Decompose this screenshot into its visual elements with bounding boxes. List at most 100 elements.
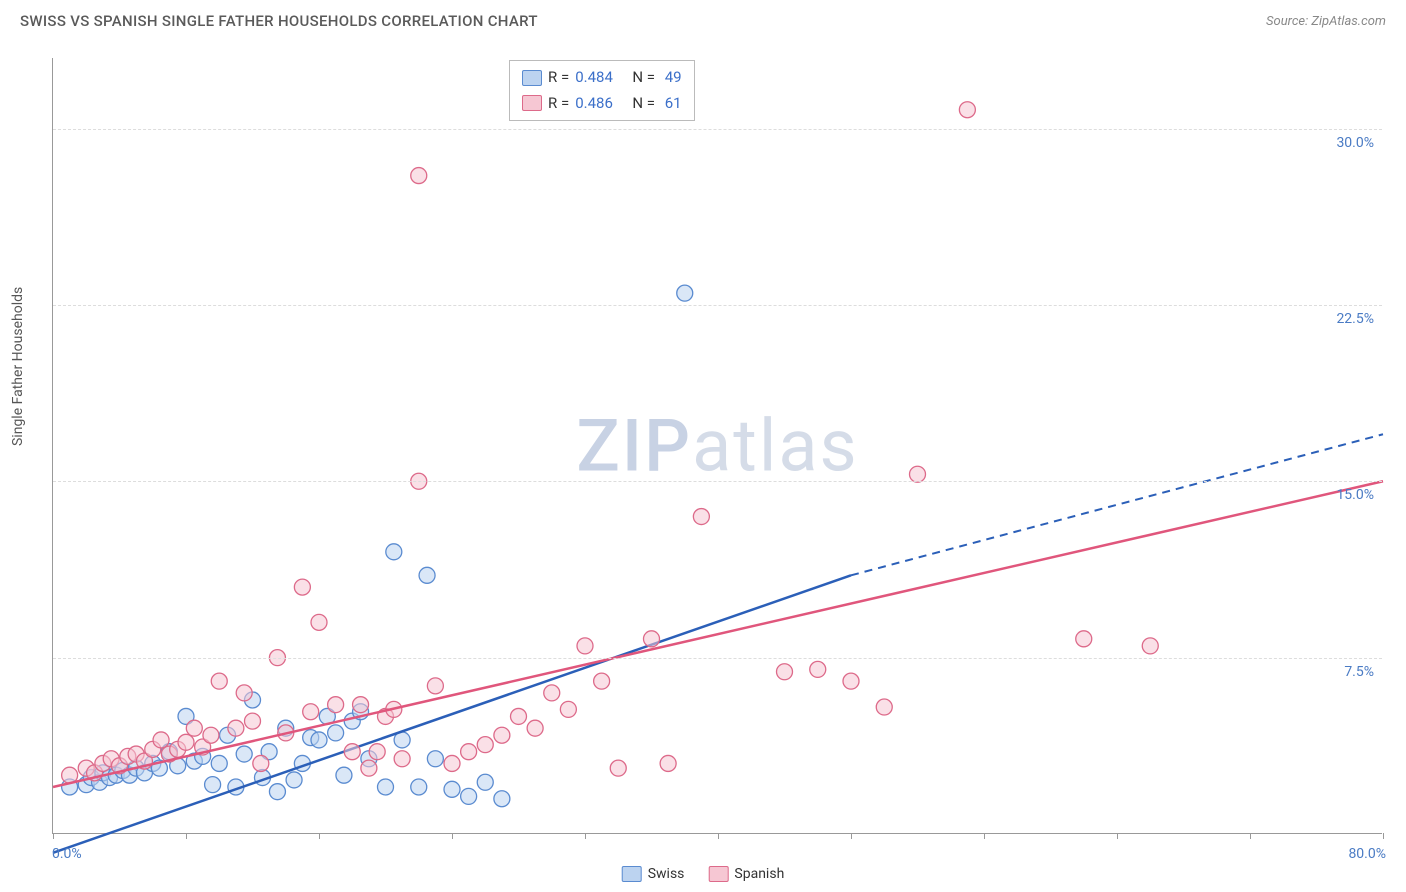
scatter-point: [369, 744, 385, 760]
trend-line: [53, 575, 851, 852]
bottom-legend: Swiss Spanish: [622, 866, 785, 882]
scatter-point: [494, 727, 510, 743]
x-tick: [452, 833, 453, 839]
gridline: [53, 658, 1382, 659]
scatter-point: [427, 751, 443, 767]
scatter-point: [1076, 631, 1092, 647]
scatter-point: [594, 673, 610, 689]
x-tick: [585, 833, 586, 839]
scatter-point: [211, 755, 227, 771]
y-tick-label: 15.0%: [1336, 487, 1374, 503]
scatter-point: [186, 720, 202, 736]
scatter-point: [843, 673, 859, 689]
scatter-point: [644, 631, 660, 647]
scatter-point: [610, 760, 626, 776]
y-tick-label: 22.5%: [1336, 311, 1374, 327]
stats-row: R = 0.484 N = 49: [522, 65, 682, 91]
chart-title: SWISS VS SPANISH SINGLE FATHER HOUSEHOLD…: [20, 12, 538, 30]
scatter-point: [677, 285, 693, 301]
scatter-point: [205, 777, 221, 793]
scatter-point: [228, 720, 244, 736]
scatter-point: [294, 579, 310, 595]
scatter-point: [419, 567, 435, 583]
scatter-point: [477, 737, 493, 753]
scatter-point: [876, 699, 892, 715]
scatter-svg: [53, 58, 1382, 833]
scatter-point: [203, 727, 219, 743]
x-tick: [53, 833, 54, 839]
stats-legend-box: R = 0.484 N = 49R = 0.486 N = 61: [509, 60, 695, 121]
scatter-point: [427, 678, 443, 694]
scatter-point: [378, 779, 394, 795]
stats-swatch: [522, 95, 542, 111]
scatter-point: [444, 755, 460, 771]
scatter-point: [411, 168, 427, 184]
scatter-point: [660, 755, 676, 771]
scatter-point: [328, 697, 344, 713]
n-value: 61: [661, 91, 682, 117]
scatter-point: [153, 732, 169, 748]
trend-line: [53, 481, 1383, 787]
scatter-point: [910, 466, 926, 482]
scatter-point: [328, 725, 344, 741]
scatter-point: [577, 638, 593, 654]
scatter-point: [361, 760, 377, 776]
scatter-point: [511, 708, 527, 724]
x-axis-min-label: 0.0%: [52, 846, 82, 862]
y-tick-label: 7.5%: [1344, 664, 1374, 680]
scatter-point: [461, 744, 477, 760]
x-axis-max-label: 80.0%: [1348, 846, 1386, 862]
scatter-point: [303, 704, 319, 720]
scatter-point: [544, 685, 560, 701]
stats-row: R = 0.486 N = 61: [522, 91, 682, 117]
legend-item: Swiss: [622, 866, 685, 882]
scatter-point: [236, 746, 252, 762]
scatter-point: [336, 767, 352, 783]
stats-swatch: [522, 70, 542, 86]
x-tick: [1117, 833, 1118, 839]
legend-label: Swiss: [648, 866, 685, 882]
scatter-point: [353, 697, 369, 713]
x-tick: [851, 833, 852, 839]
source-label: Source: ZipAtlas.com: [1266, 14, 1386, 29]
scatter-point: [245, 713, 261, 729]
gridline: [53, 129, 1382, 130]
y-axis-label: Single Father Households: [10, 287, 26, 446]
scatter-point: [693, 509, 709, 525]
scatter-point: [311, 732, 327, 748]
scatter-point: [494, 791, 510, 807]
scatter-point: [444, 781, 460, 797]
scatter-point: [269, 784, 285, 800]
scatter-point: [286, 772, 302, 788]
scatter-point: [560, 701, 576, 717]
legend-swatch: [708, 866, 728, 882]
x-tick: [718, 833, 719, 839]
scatter-point: [527, 720, 543, 736]
scatter-point: [311, 614, 327, 630]
x-tick: [1383, 833, 1384, 839]
chart-plot-area: ZIPatlas R = 0.484 N = 49R = 0.486 N = 6…: [52, 58, 1382, 834]
scatter-point: [959, 102, 975, 118]
legend-label: Spanish: [734, 866, 784, 882]
scatter-point: [394, 751, 410, 767]
y-tick-label: 30.0%: [1336, 135, 1374, 151]
scatter-point: [178, 734, 194, 750]
legend-swatch: [622, 866, 642, 882]
trend-line-dashed: [851, 434, 1383, 575]
scatter-point: [386, 544, 402, 560]
n-value: 49: [661, 65, 682, 91]
scatter-point: [236, 685, 252, 701]
scatter-point: [810, 661, 826, 677]
scatter-point: [411, 779, 427, 795]
x-tick: [984, 833, 985, 839]
scatter-point: [253, 755, 269, 771]
x-tick: [319, 833, 320, 839]
x-tick: [186, 833, 187, 839]
scatter-point: [461, 788, 477, 804]
scatter-point: [477, 774, 493, 790]
r-value: 0.486: [575, 91, 613, 117]
scatter-point: [777, 664, 793, 680]
legend-item: Spanish: [708, 866, 784, 882]
r-value: 0.484: [575, 65, 613, 91]
gridline: [53, 305, 1382, 306]
